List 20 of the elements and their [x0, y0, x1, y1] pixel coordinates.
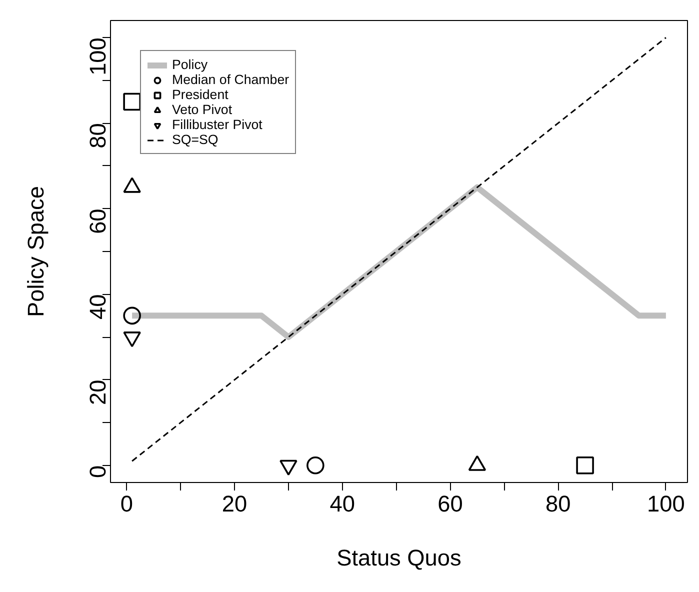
- x-tick-label: 80: [545, 490, 571, 516]
- x-tick-label: 100: [647, 490, 685, 516]
- x-tick-label: 60: [438, 490, 463, 516]
- y-tick-label: 40: [84, 294, 110, 320]
- y-tick-label: 80: [84, 123, 110, 148]
- x-tick-label: 20: [222, 490, 248, 516]
- legend-label: SQ=SQ: [172, 132, 218, 147]
- legend-label: Veto Pivot: [172, 102, 232, 117]
- legend-label: President: [172, 87, 228, 102]
- y-tick-label: 0: [84, 465, 110, 478]
- y-tick-label: 60: [84, 208, 110, 234]
- y-axis-title: Policy Space: [22, 186, 48, 317]
- legend-label: Median of Chamber: [172, 72, 290, 87]
- x-tick-label: 0: [120, 490, 133, 516]
- x-axis-title: Status Quos: [336, 544, 462, 570]
- y-tick-label: 100: [84, 38, 110, 76]
- legend-label: Policy: [172, 57, 208, 72]
- x-tick-label: 40: [330, 490, 355, 516]
- legend-label: Fillibuster Pivot: [172, 117, 262, 132]
- y-tick-label: 20: [84, 380, 110, 406]
